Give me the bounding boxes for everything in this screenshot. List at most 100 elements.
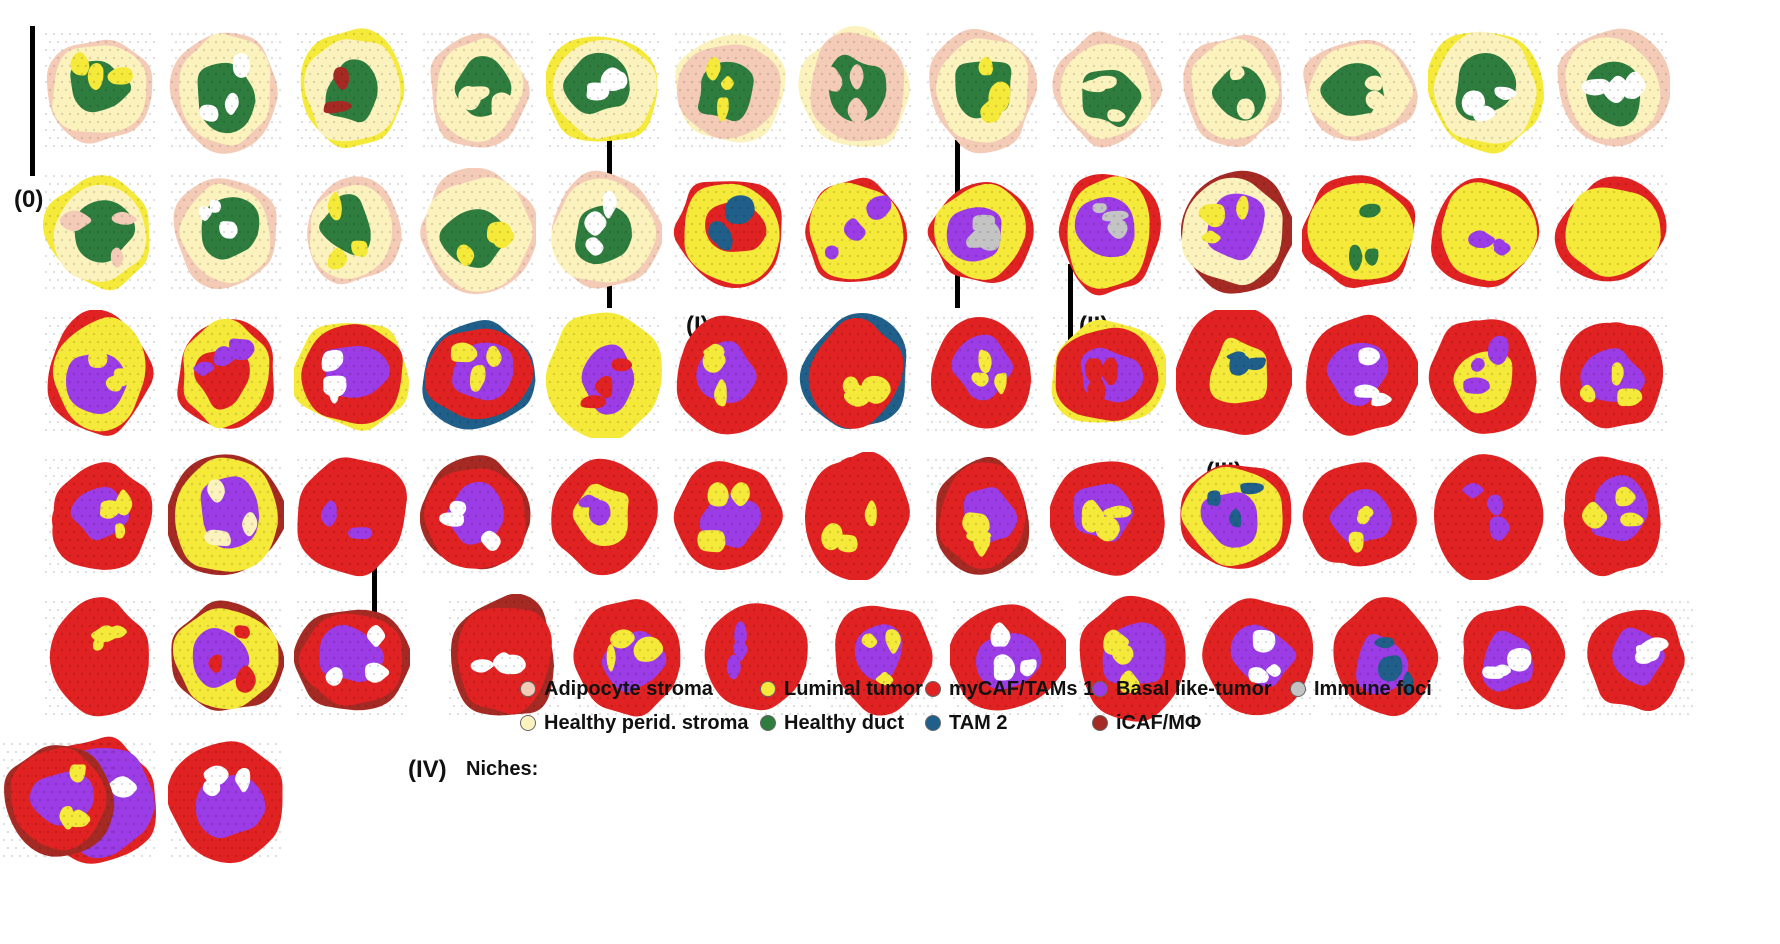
tissue-accent-spot (492, 652, 517, 674)
legend-swatch (1290, 681, 1306, 697)
spot-texture (548, 174, 660, 290)
tissue-accent-spot (59, 210, 94, 232)
tissue-accent-spot (1623, 71, 1647, 100)
tissue-accent-spot (111, 211, 138, 225)
tissue-section-18 (548, 170, 662, 290)
tissue-accent-spot (1364, 248, 1379, 266)
spot-texture (170, 742, 282, 858)
tissue-section-48 (1050, 458, 1165, 576)
spot-texture (1556, 458, 1668, 574)
tissue-accent-spot (70, 51, 90, 76)
spot-texture (296, 458, 408, 574)
tissue-section-2 (169, 32, 282, 154)
tissue-accent-spot (1240, 482, 1265, 495)
tissue-section-21 (926, 174, 1038, 290)
tissue-section-53 (44, 597, 156, 717)
group-label-0: (0) (14, 186, 44, 213)
legend-label: Immune foci (1314, 677, 1432, 700)
tissue-accent-spot (703, 343, 726, 359)
tissue-section-50 (1302, 458, 1418, 574)
tissue-section-62 (1202, 598, 1316, 716)
tissue-section-61 (1078, 595, 1190, 722)
spot-texture (1178, 174, 1290, 290)
tissue-accent-spot (843, 218, 867, 241)
tissue-section-57 (573, 599, 686, 717)
tissue-accent-spot (1611, 362, 1625, 386)
spot-texture (1178, 32, 1290, 148)
tissue-section-56 (448, 594, 560, 716)
legend-item: Adipocyte stroma (520, 676, 713, 702)
tissue-accent-spot (720, 76, 735, 91)
tissue-main-region (1230, 624, 1301, 688)
tissue-accent-spot (1119, 670, 1141, 693)
tissue-accent-spot (864, 500, 877, 527)
spot-texture (44, 32, 156, 148)
spot-texture (448, 600, 560, 716)
tissue-section-20 (800, 174, 912, 290)
separator-0 (30, 26, 35, 176)
tissue-section-39 (1556, 316, 1668, 432)
spot-texture (44, 316, 156, 432)
spot-texture (926, 316, 1038, 432)
tissue-accent-spot (209, 199, 222, 213)
tissue-accent-spot (1111, 644, 1135, 665)
tissue-section-24 (1302, 174, 1416, 290)
tissue-accent-spot (1348, 244, 1363, 271)
tissue-accent-spot (1634, 649, 1655, 664)
tissue-accent-spot (825, 66, 844, 92)
tissue-accent-spot (486, 345, 503, 367)
legend-item: Healthy duct (760, 710, 904, 736)
tissue-accent-spot (69, 764, 86, 783)
tissue-accent-spot (456, 244, 475, 267)
tissue-accent-spot (450, 342, 479, 363)
tissue-accent-spot (364, 662, 391, 683)
tissue-section-68 (2, 742, 116, 858)
legend-label: Healthy duct (784, 711, 905, 734)
legend-title: Niches: (466, 758, 539, 780)
tissue-accent-spot (730, 482, 751, 507)
spot-texture (296, 32, 408, 148)
tissue-accent-spot (1622, 229, 1641, 255)
group-label-IV: (IV) (408, 756, 447, 783)
spot-texture (800, 32, 912, 148)
tissue-accent-spot (1468, 230, 1497, 249)
tissue-section-17 (420, 168, 536, 295)
tissue-accent-spot (1364, 75, 1383, 91)
tissue-accent-spot (198, 206, 213, 221)
tissue-accent-spot (1229, 508, 1242, 528)
spot-texture (800, 174, 912, 290)
tissue-accent-spot (824, 245, 839, 260)
spot-texture (44, 174, 156, 290)
tissue-accent-spot (589, 497, 604, 519)
spot-texture (1078, 600, 1190, 716)
legend-swatch (1092, 715, 1108, 731)
tissue-accent-spot (480, 530, 502, 551)
tissue-accent-spot (1095, 516, 1121, 542)
tissue-accent-spot (580, 395, 607, 409)
tissue-accent-spot (1087, 376, 1107, 405)
legend-label: Adipocyte stroma (544, 677, 713, 700)
tissue-section-36 (1176, 310, 1292, 435)
tissue-section-43 (420, 455, 534, 574)
tissue-accent-spot (1358, 505, 1375, 518)
tissue-accent-spot (993, 654, 1016, 681)
spot-texture (1456, 600, 1568, 716)
tissue-section-27 (44, 310, 157, 436)
spot-texture (44, 600, 156, 716)
spot-texture (926, 32, 1038, 148)
tissue-section-16 (296, 174, 408, 290)
spot-texture (800, 458, 912, 574)
tissue-accent-spot (1371, 106, 1389, 128)
spot-texture (926, 174, 1038, 290)
spot-texture (574, 600, 686, 716)
legend-swatch (925, 681, 941, 697)
tissue-accent-spot (208, 654, 223, 673)
tissue-accent-spot (1358, 347, 1381, 366)
tissue-accent-spot (1462, 483, 1485, 499)
legend-label: myCAF/TAMs 1 (949, 677, 1095, 700)
tissue-accent-spot (229, 338, 256, 361)
tissue-section-6 (674, 32, 786, 148)
tissue-accent-spot (1471, 358, 1486, 372)
tissue-section-33 (799, 312, 912, 432)
legend-item: TAM 2 (925, 710, 1008, 736)
